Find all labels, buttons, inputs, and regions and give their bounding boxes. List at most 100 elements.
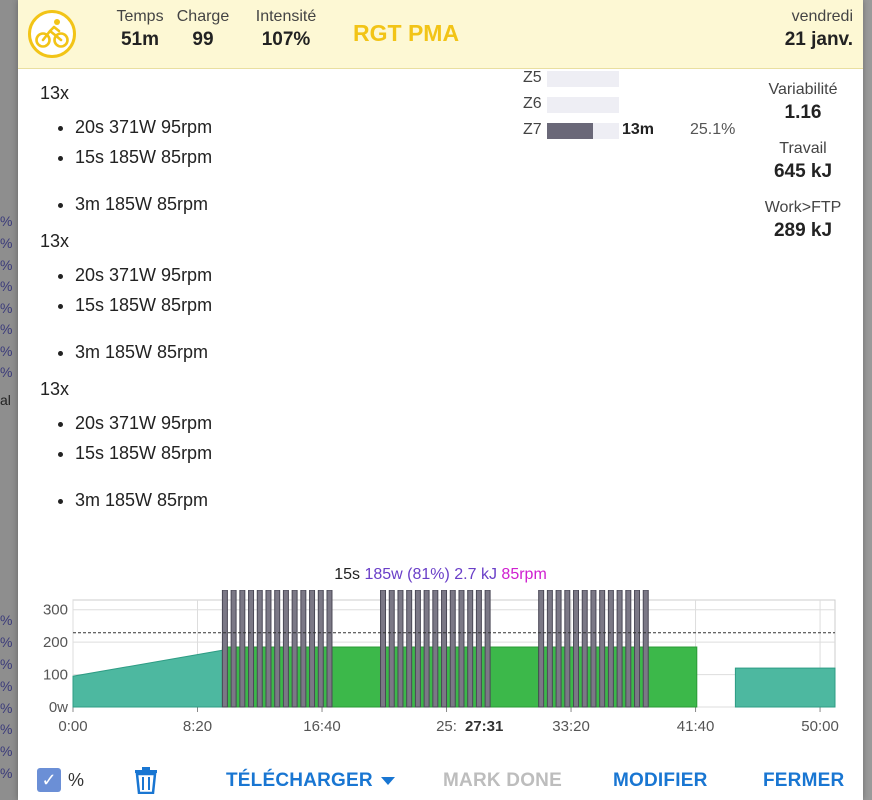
close-button[interactable]: FERMER bbox=[763, 770, 845, 791]
interval-bar bbox=[300, 590, 307, 708]
interval-bar bbox=[642, 590, 649, 708]
download-button[interactable]: TÉLÉCHARGER bbox=[226, 770, 395, 792]
interval-bar bbox=[546, 590, 553, 708]
step-repeat: 13x bbox=[40, 83, 70, 103]
stat-work-above-ftp: Work>FTP 289 kJ bbox=[728, 199, 863, 242]
stat-work: Travail 645 kJ bbox=[728, 140, 863, 183]
interval-bar bbox=[607, 590, 614, 708]
x-tick-label: 41:40 bbox=[677, 718, 715, 735]
interval-bar bbox=[432, 590, 439, 708]
tooltip-power: 185w (81%) bbox=[364, 566, 450, 583]
stat-load-value: 99 bbox=[192, 29, 214, 50]
zone-bar-track bbox=[547, 97, 619, 113]
delete-button[interactable] bbox=[133, 766, 159, 799]
step-repeat: 13x bbox=[40, 231, 70, 251]
x-tick-label: 33:20 bbox=[552, 718, 590, 735]
background-percent: % bbox=[0, 678, 13, 694]
percent-checkbox[interactable]: ✓ bbox=[37, 768, 61, 792]
background-app-strip bbox=[0, 0, 18, 800]
background-percent: % bbox=[0, 257, 13, 273]
background-percent: % bbox=[0, 634, 13, 650]
workout-steps: 13x20s 371W 95rpm15s 185W 85rpm3m 185W 8… bbox=[40, 80, 520, 527]
cooldown-area bbox=[734, 667, 836, 708]
interval-bar bbox=[406, 590, 413, 708]
stat-intensity: Intensité 107% bbox=[246, 8, 326, 51]
zone-label: Z5 bbox=[523, 69, 542, 86]
cyclist-icon bbox=[28, 10, 76, 58]
x-tick-label: 16:40 bbox=[303, 718, 341, 735]
interval-bar bbox=[397, 590, 404, 708]
zone-bar-fill bbox=[547, 123, 594, 139]
y-tick-label: 200 bbox=[43, 634, 68, 651]
interval-bar bbox=[599, 590, 606, 708]
download-label: TÉLÉCHARGER bbox=[226, 770, 373, 791]
scrollbar[interactable] bbox=[854, 70, 863, 490]
x-tick-label: 8:20 bbox=[183, 718, 212, 735]
interval-bar bbox=[555, 590, 562, 708]
interval-bar bbox=[230, 590, 237, 708]
zone-distribution: Z5 Z6 Z7 13m 25.1% bbox=[523, 66, 753, 144]
y-tick-label: 300 bbox=[43, 602, 68, 619]
mark-done-button[interactable]: MARK DONE bbox=[443, 770, 562, 791]
interval-bar bbox=[581, 590, 588, 708]
interval-bar bbox=[317, 590, 324, 708]
interval-bar bbox=[380, 590, 387, 708]
stat-work-value: 645 kJ bbox=[773, 161, 833, 182]
x-tick-label: 25: bbox=[436, 718, 457, 735]
interval-bar bbox=[484, 590, 491, 708]
y-tick-label: 100 bbox=[43, 667, 68, 684]
interval-bar bbox=[248, 590, 255, 708]
interval-bar bbox=[616, 590, 623, 708]
zone-label: Z6 bbox=[523, 95, 542, 112]
background-percent: % bbox=[0, 743, 13, 759]
x-tick-label: 0:00 bbox=[58, 718, 87, 735]
power-chart[interactable]: 0w 100 200 300 0:00 8:20 16:40 25: 33:20 41:40 50:… bbox=[18, 590, 863, 740]
workout-title: RGT PMA bbox=[353, 20, 460, 46]
interval-bar bbox=[239, 590, 246, 708]
background-percent: % bbox=[0, 765, 13, 781]
trash-icon bbox=[135, 767, 157, 795]
workout-day: vendredi bbox=[791, 8, 853, 25]
edit-button[interactable]: MODIFIER bbox=[613, 770, 708, 791]
tooltip-duration: 15s bbox=[334, 566, 360, 583]
dropdown-caret-icon bbox=[380, 776, 395, 785]
step-list: 20s 371W 95rpm15s 185W 85rpm 3m 185W 85rp… bbox=[40, 260, 520, 367]
step-rest-item: 3m 185W 85rpm bbox=[75, 485, 520, 515]
interval-bar bbox=[590, 590, 597, 708]
interval-bar bbox=[414, 590, 421, 708]
zone-row: Z5 bbox=[523, 66, 753, 92]
background-percent: % bbox=[0, 364, 13, 380]
background-percent: % bbox=[0, 235, 13, 251]
y-tick-label: 0w bbox=[49, 699, 68, 716]
background-partial-text: al bbox=[0, 392, 11, 408]
stat-work-above-ftp-value: 289 kJ bbox=[773, 220, 833, 241]
stat-variability: Variabilité 1.16 bbox=[728, 81, 863, 124]
background-percent: % bbox=[0, 343, 13, 359]
interval-bar bbox=[573, 590, 580, 708]
interval-bar bbox=[388, 590, 395, 708]
stat-work-label: Travail bbox=[779, 140, 827, 157]
step-block: 13x 20s 371W 95rpm15s 185W 85rpm 3m 185W 8… bbox=[40, 379, 520, 515]
step-rest-item: 3m 185W 85rpm bbox=[75, 189, 520, 219]
interval-bar bbox=[326, 590, 333, 708]
step-list: 20s 371W 95rpm15s 185W 85rpm 3m 185W 85rp… bbox=[40, 408, 520, 515]
interval-bar bbox=[449, 590, 456, 708]
interval-bar bbox=[291, 590, 298, 708]
percent-label: % bbox=[68, 770, 85, 790]
interval-bar bbox=[441, 590, 448, 708]
interval-bar bbox=[475, 590, 482, 708]
cursor-label-bg bbox=[458, 715, 511, 737]
stat-load-label: Charge bbox=[176, 8, 230, 25]
interval-bar bbox=[221, 590, 228, 708]
background-percent: % bbox=[0, 700, 13, 716]
tooltip-energy: 2.7 kJ bbox=[454, 566, 497, 583]
step-repeat: 13x bbox=[40, 379, 70, 399]
zone-label: Z7 bbox=[523, 121, 542, 138]
interval-bar bbox=[309, 590, 316, 708]
tooltip-cadence: 85rpm bbox=[501, 566, 547, 583]
step-item: 20s 371W 95rpm bbox=[75, 260, 520, 290]
stat-work-above-ftp-label: Work>FTP bbox=[764, 199, 842, 216]
step-block: 13x20s 371W 95rpm15s 185W 85rpm 3m 185W 8… bbox=[40, 83, 520, 219]
zone-row: Z7 13m 25.1% bbox=[523, 118, 753, 144]
step-item: 15s 185W 85rpm bbox=[75, 142, 520, 172]
